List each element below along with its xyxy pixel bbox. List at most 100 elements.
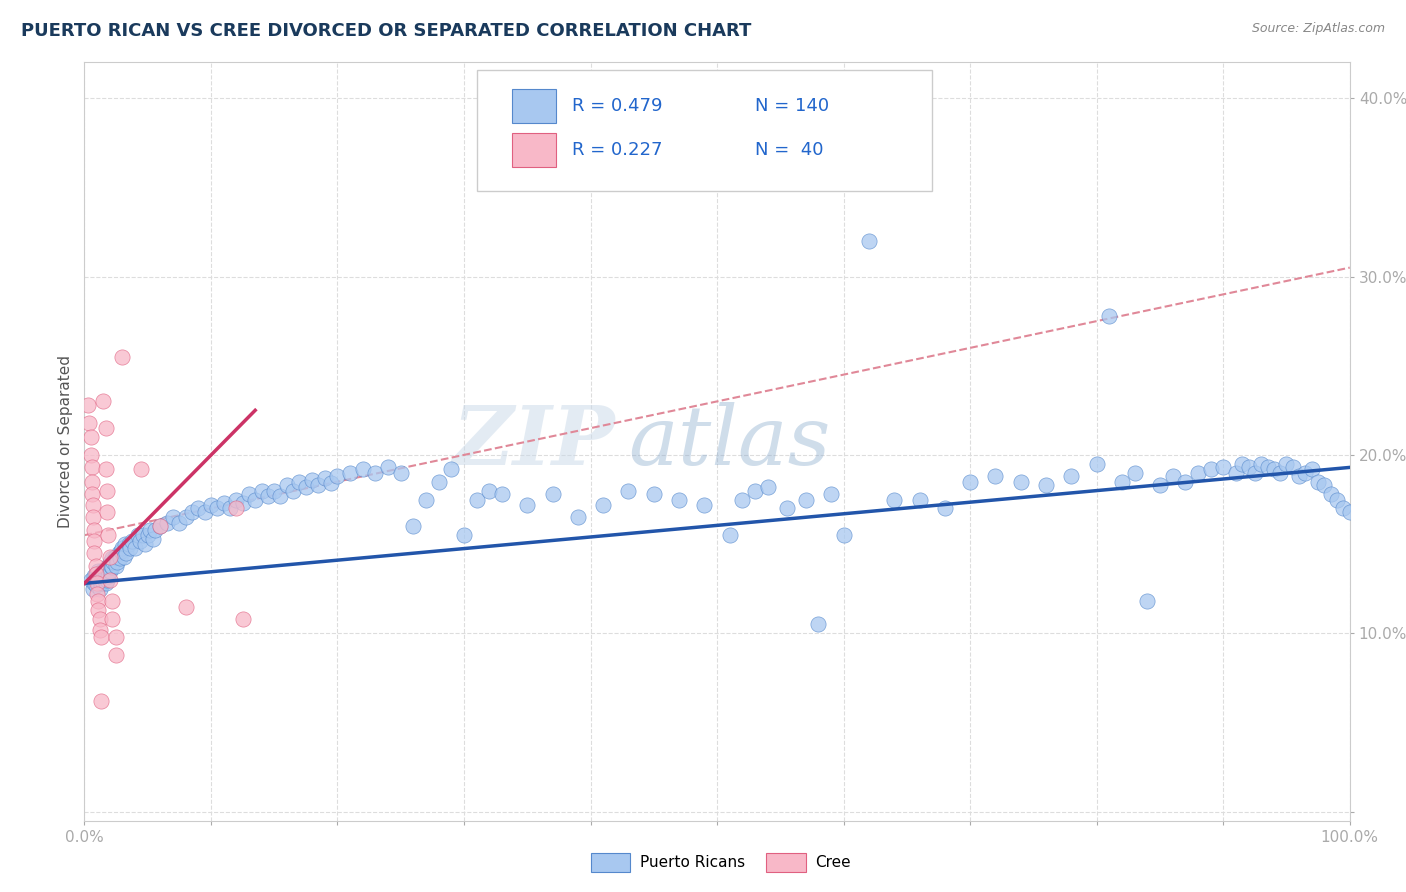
Point: [89, 582, 111, 596]
Point: [1326, 492, 1348, 507]
Point: [93, 567, 115, 582]
Point: [149, 519, 172, 533]
Point: [756, 480, 779, 494]
Point: [80, 487, 103, 501]
Point: [91, 564, 114, 578]
Point: [1174, 475, 1197, 489]
Point: [491, 487, 513, 501]
Point: [124, 541, 146, 555]
Point: [139, 523, 162, 537]
Point: [1123, 466, 1146, 480]
Point: [693, 498, 716, 512]
Point: [1237, 460, 1260, 475]
Point: [1187, 466, 1209, 480]
Point: [83, 576, 105, 591]
Point: [212, 496, 235, 510]
Point: [134, 537, 156, 551]
Point: [162, 510, 184, 524]
Point: [101, 560, 124, 574]
Point: [79, 430, 103, 444]
Point: [94, 462, 117, 476]
Point: [1212, 460, 1234, 475]
Point: [94, 421, 117, 435]
Point: [200, 498, 222, 512]
Point: [155, 516, 177, 530]
Point: [84, 567, 107, 582]
FancyBboxPatch shape: [477, 70, 932, 191]
Point: [465, 492, 488, 507]
Point: [87, 564, 110, 578]
Point: [1225, 466, 1247, 480]
Point: [1263, 462, 1285, 476]
Point: [389, 466, 412, 480]
Point: [1275, 457, 1298, 471]
Point: [883, 492, 905, 507]
Point: [207, 501, 229, 516]
Point: [129, 533, 152, 548]
Point: [453, 528, 475, 542]
Text: R = 0.227: R = 0.227: [571, 141, 662, 159]
Point: [87, 594, 110, 608]
Point: [307, 478, 329, 492]
Point: [104, 549, 127, 564]
Point: [174, 510, 197, 524]
Point: [1149, 478, 1171, 492]
Point: [1085, 457, 1108, 471]
Point: [90, 630, 112, 644]
Point: [142, 532, 165, 546]
Point: [1035, 478, 1057, 492]
Point: [96, 483, 118, 498]
Point: [112, 549, 135, 564]
Point: [82, 582, 104, 596]
Point: [219, 501, 242, 516]
Point: [1333, 501, 1355, 516]
Point: [1250, 457, 1272, 471]
Point: [270, 489, 292, 503]
Point: [731, 492, 754, 507]
Point: [93, 394, 115, 409]
Point: [1244, 466, 1267, 480]
Point: [90, 569, 112, 583]
Point: [96, 562, 118, 576]
Point: [1339, 505, 1361, 519]
Point: [169, 516, 191, 530]
Point: [84, 578, 107, 592]
Point: [111, 541, 134, 555]
Point: [339, 466, 361, 480]
Point: [79, 573, 103, 587]
Point: [80, 475, 103, 489]
Point: [194, 505, 217, 519]
Point: [352, 462, 374, 476]
Text: Puerto Ricans: Puerto Ricans: [640, 855, 745, 870]
Point: [257, 489, 280, 503]
Point: [959, 475, 981, 489]
Text: PUERTO RICAN VS CREE DIVORCED OR SEPARATED CORRELATION CHART: PUERTO RICAN VS CREE DIVORCED OR SEPARAT…: [21, 22, 751, 40]
Point: [231, 496, 254, 510]
Point: [80, 460, 103, 475]
Point: [592, 498, 614, 512]
Point: [87, 576, 110, 591]
Point: [180, 505, 204, 519]
Point: [245, 492, 267, 507]
Point: [187, 501, 209, 516]
Point: [1098, 309, 1121, 323]
Point: [86, 573, 108, 587]
Point: [93, 576, 115, 591]
Point: [1313, 478, 1336, 492]
Point: [91, 573, 114, 587]
Point: [1232, 457, 1254, 471]
Point: [820, 487, 842, 501]
Text: ZIP: ZIP: [453, 401, 616, 482]
Point: [118, 541, 141, 555]
Point: [93, 573, 115, 587]
Point: [97, 569, 120, 583]
Point: [136, 528, 159, 542]
Point: [83, 533, 105, 548]
Point: [440, 462, 463, 476]
Point: [96, 573, 118, 587]
Point: [934, 501, 956, 516]
Point: [115, 546, 138, 560]
Point: [93, 562, 115, 576]
Point: [149, 519, 172, 533]
Point: [744, 483, 766, 498]
